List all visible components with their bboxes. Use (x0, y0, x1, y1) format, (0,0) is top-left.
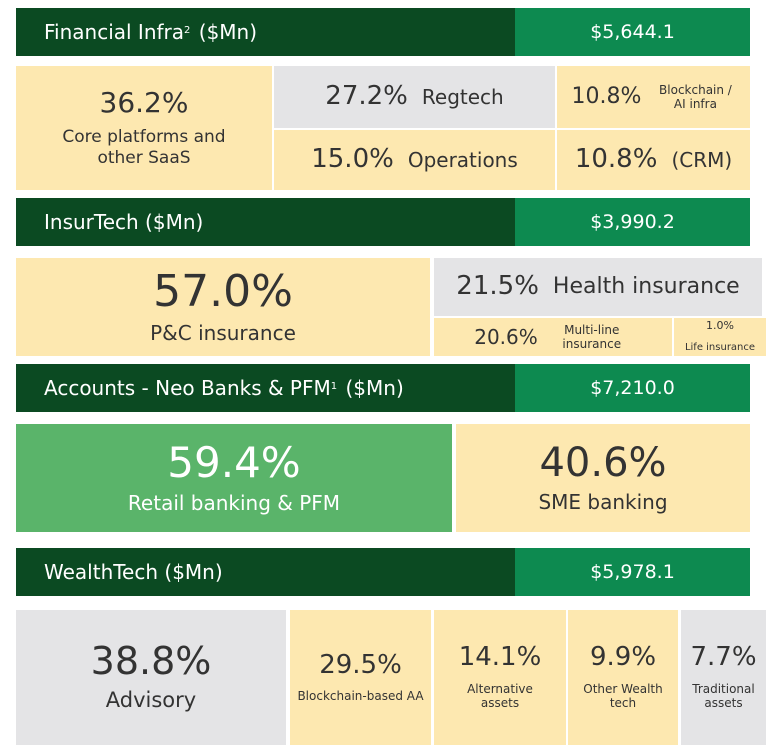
section-header: Accounts - Neo Banks & PFM 1 ($Mn) (16, 364, 515, 412)
share-value: 57.0% (153, 265, 293, 317)
segment-label: Traditional assets (692, 681, 755, 711)
tile: 27.2% Regtech (274, 66, 555, 128)
tile: 7.7% Traditional assets (681, 610, 766, 745)
share-value: 20.6% (474, 324, 538, 349)
tile: 40.6% SME banking (456, 424, 750, 532)
segment-label: Alternative assets (467, 681, 533, 711)
section-title: WealthTech ($Mn) (44, 560, 223, 584)
section-unit: ($Mn) (339, 376, 404, 400)
share-value: 9.9% (589, 642, 657, 673)
share-value: 7.7% (690, 642, 757, 673)
tile: 57.0% P&C insurance (16, 258, 430, 356)
section-unit: ($Mn) (192, 20, 258, 44)
share-value: 29.5% (319, 649, 402, 680)
share-value: 14.1% (458, 642, 542, 673)
share-value: 59.4% (167, 437, 301, 487)
section-header: WealthTech ($Mn) (16, 548, 515, 596)
segment-label: Other Wealth tech (583, 681, 663, 711)
segment-label: SME banking (538, 490, 668, 514)
tile: 20.6% Multi-line insurance (434, 318, 672, 356)
share-value: 36.2% (99, 85, 189, 119)
tile: 38.8% Advisory (16, 610, 286, 745)
tile: 21.5% Health insurance (434, 258, 762, 316)
tile: 10.8% (CRM) (557, 130, 750, 190)
section-title: Accounts - Neo Banks & PFM (44, 376, 331, 400)
tile: 1.0% Life insurance (674, 318, 766, 356)
segment-label: Regtech (421, 85, 504, 109)
segment-label: P&C insurance (150, 321, 296, 346)
section-title: InsurTech ($Mn) (44, 210, 204, 234)
footnote-mark: 1 (330, 380, 338, 392)
section-header: InsurTech ($Mn) (16, 198, 515, 246)
segment-label: Blockchain-based AA (297, 688, 424, 703)
share-value: 1.0% (706, 319, 734, 333)
tile: 59.4% Retail banking & PFM (16, 424, 452, 532)
segment-label: Retail banking & PFM (127, 491, 341, 516)
section-header: Financial Infra 2 ($Mn) (16, 8, 515, 56)
section-total: $5,978.1 (515, 548, 750, 596)
segment-label: Multi-line insurance (562, 322, 622, 351)
segment-label: Core platforms and other SaaS (62, 127, 226, 168)
section-total: $7,210.0 (515, 364, 750, 412)
tile: 9.9% Other Wealth tech (568, 610, 678, 745)
segment-label: Advisory (105, 687, 197, 712)
footnote-mark: 2 (184, 24, 191, 36)
tile: 14.1% Alternative assets (434, 610, 566, 745)
share-value: 10.8% (571, 84, 642, 110)
share-value: 21.5% (456, 271, 539, 302)
segment-label: Operations (407, 148, 518, 172)
share-value: 27.2% (325, 81, 408, 112)
tile: 10.8% Blockchain / AI infra (557, 66, 750, 128)
section-total: $5,644.1 (515, 8, 750, 56)
segment-label: Blockchain / AI infra (659, 82, 732, 111)
share-value: 15.0% (311, 144, 394, 175)
share-value: 40.6% (539, 440, 667, 486)
segment-label: Health insurance (552, 273, 740, 299)
tile: 29.5% Blockchain-based AA (290, 610, 431, 745)
tile: 15.0% Operations (274, 130, 555, 190)
segment-label: Life insurance (684, 341, 756, 353)
segment-label: (CRM) (671, 148, 733, 172)
tile: 36.2% Core platforms and other SaaS (16, 66, 272, 190)
section-title: Financial Infra (44, 20, 185, 44)
share-value: 10.8% (574, 144, 658, 175)
section-total: $3,990.2 (515, 198, 750, 246)
share-value: 38.8% (90, 638, 212, 683)
